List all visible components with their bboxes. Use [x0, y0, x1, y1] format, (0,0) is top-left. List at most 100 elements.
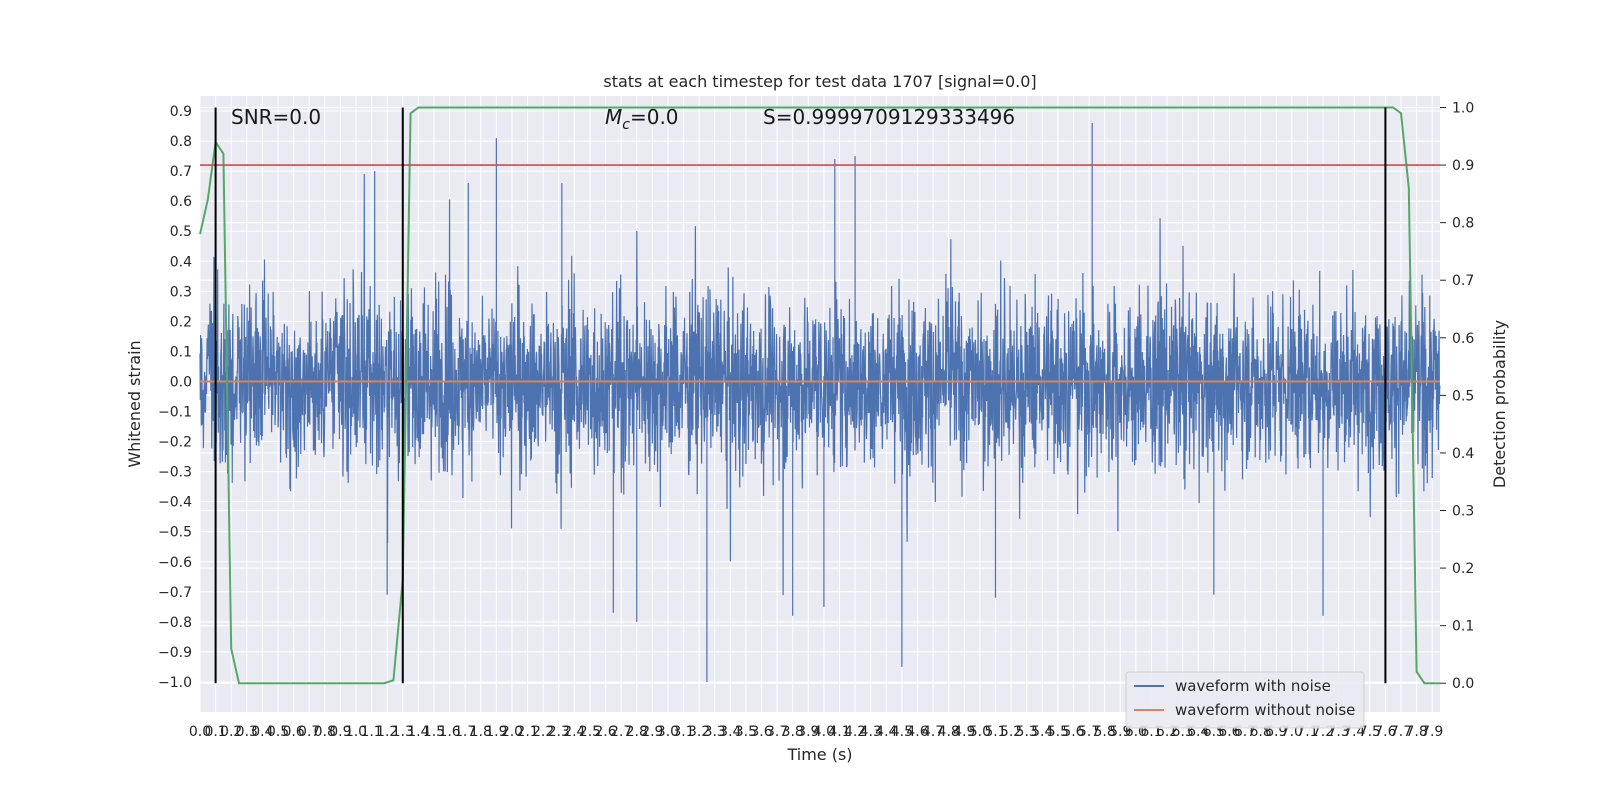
x-tick-label: 3.8 — [782, 724, 804, 740]
x-tick-label: 2.2 — [532, 724, 554, 740]
series-waveform-with-noise — [199, 123, 1441, 682]
x-tick-label: 4.5 — [891, 724, 913, 740]
x-tick-label: 0.0 — [189, 724, 211, 740]
y2-tick-label: 0.3 — [1452, 504, 1474, 520]
legend-label-noise: waveform with noise — [1175, 677, 1331, 695]
y2-tick-label: 0.8 — [1452, 216, 1474, 232]
x-tick-label: 5.8 — [1094, 724, 1116, 740]
x-tick-label: 0.1 — [204, 724, 226, 740]
x-tick-label: 4.4 — [875, 724, 897, 740]
x-tick-label: 3.5 — [735, 724, 757, 740]
y-tick-label: 0.1 — [170, 344, 192, 360]
y-tick-label: 0.7 — [170, 164, 192, 180]
x-tick-label: 1.1 — [360, 724, 382, 740]
x-tick-label: 2.3 — [548, 724, 570, 740]
x-tick-label: 5.6 — [1062, 724, 1084, 740]
x-tick-label: 3.3 — [704, 724, 726, 740]
x-tick-label: 3.7 — [766, 724, 788, 740]
x-tick-label: 0.4 — [251, 724, 273, 740]
y-tick-label: 0.2 — [170, 314, 192, 330]
y-tick-label: −0.8 — [158, 615, 192, 631]
x-tick-label: 0.2 — [220, 724, 242, 740]
x-tick-label: 0.9 — [329, 724, 351, 740]
legend-box — [1125, 671, 1365, 729]
y-tick-label: −0.4 — [158, 495, 192, 511]
x-tick-label: 3.9 — [797, 724, 819, 740]
chirp-mass-value: =0.0 — [630, 105, 679, 129]
snr-annotation: SNR=0.0 — [231, 105, 321, 129]
x-tick-label: 3.0 — [657, 724, 679, 740]
y-tick-label: −0.6 — [158, 555, 192, 571]
y2-tick-label: 0.1 — [1452, 619, 1474, 635]
x-tick-label: 3.2 — [688, 724, 710, 740]
x-tick-label: 4.3 — [860, 724, 882, 740]
x-tick-label: 4.9 — [953, 724, 975, 740]
x-tick-label: 2.0 — [501, 724, 523, 740]
x-tick-label: 5.0 — [969, 724, 991, 740]
x-tick-label: 0.3 — [236, 724, 258, 740]
y-axis-label: Whitened strain — [125, 340, 144, 467]
y-tick-label: −1.0 — [158, 675, 192, 691]
x-tick-label: 2.7 — [610, 724, 632, 740]
x-tick-label: 1.0 — [345, 724, 367, 740]
x-tick-label: 1.5 — [423, 724, 445, 740]
x-tick-label: 1.2 — [376, 724, 398, 740]
x-tick-label: 3.6 — [750, 724, 772, 740]
x-tick-label: 7.5 — [1359, 724, 1381, 740]
x-tick-label: 4.0 — [813, 724, 835, 740]
y2-tick-label: 0.7 — [1452, 273, 1474, 289]
chirp-mass-symbol: M — [605, 105, 622, 129]
x-tick-label: 4.1 — [828, 724, 850, 740]
x-tick-label: 4.7 — [922, 724, 944, 740]
legend-label-clean: waveform without noise — [1175, 701, 1355, 719]
x-axis-label: Time (s) — [786, 745, 852, 764]
x-tick-label: 5.5 — [1047, 724, 1069, 740]
y2-tick-label: 0.0 — [1452, 676, 1474, 692]
x-tick-label: 5.9 — [1109, 724, 1131, 740]
y-tick-label: 0.0 — [170, 374, 192, 390]
y-tick-label: 0.9 — [170, 104, 192, 120]
y-tick-label: −0.3 — [158, 465, 192, 481]
y-tick-label: −0.7 — [158, 585, 192, 601]
x-tick-label: 3.4 — [719, 724, 741, 740]
y-tick-label: −0.9 — [158, 645, 192, 661]
y2-tick-label: 0.9 — [1452, 158, 1474, 174]
x-tick-label: 7.9 — [1421, 724, 1443, 740]
x-tick-label: 2.4 — [563, 724, 585, 740]
y-tick-label: 0.8 — [170, 134, 192, 150]
x-tick-label: 0.5 — [267, 724, 289, 740]
x-tick-label: 1.4 — [407, 724, 429, 740]
y2-tick-label: 0.4 — [1452, 446, 1474, 462]
y2-tick-label: 1.0 — [1452, 101, 1474, 117]
y2-tick-label: 0.6 — [1452, 331, 1474, 347]
x-tick-label: 2.6 — [594, 724, 616, 740]
x-tick-label: 0.7 — [298, 724, 320, 740]
legend: waveform with noise waveform without noi… — [1125, 671, 1365, 729]
y2-axis-label: Detection probability — [1490, 320, 1509, 488]
x-tick-label: 4.6 — [906, 724, 928, 740]
x-tick-label: 2.1 — [516, 724, 538, 740]
x-tick-label: 3.1 — [672, 724, 694, 740]
x-tick-label: 1.6 — [438, 724, 460, 740]
y2-tick-label: 0.2 — [1452, 561, 1474, 577]
x-tick-label: 7.6 — [1374, 724, 1396, 740]
x-tick-label: 7.7 — [1390, 724, 1412, 740]
x-tick-label: 1.7 — [454, 724, 476, 740]
x-tick-label: 7.8 — [1405, 724, 1427, 740]
x-tick-label: 0.6 — [282, 724, 304, 740]
x-tick-label: 5.3 — [1016, 724, 1038, 740]
y2-tick-labels: 0.0 0.1 0.2 0.3 0.4 0.5 0.6 0.7 0.8 0.9 1.0 — [1440, 101, 1474, 692]
x-tick-label: 5.4 — [1031, 724, 1053, 740]
x-tick-label: 4.2 — [844, 724, 866, 740]
y-tick-label: −0.1 — [158, 405, 192, 421]
y-tick-label: −0.5 — [158, 525, 192, 541]
x-tick-label: 5.7 — [1078, 724, 1100, 740]
score-annotation: S=0.9999709129333496 — [763, 105, 1015, 129]
x-tick-label: 5.2 — [1000, 724, 1022, 740]
y2-tick-label: 0.5 — [1452, 388, 1474, 404]
vertical-markers — [214, 107, 1387, 684]
x-tick-label: 2.8 — [626, 724, 648, 740]
chirp-mass-annotation: Mc=0.0 — [605, 105, 679, 133]
y-tick-label: 0.4 — [170, 254, 192, 270]
